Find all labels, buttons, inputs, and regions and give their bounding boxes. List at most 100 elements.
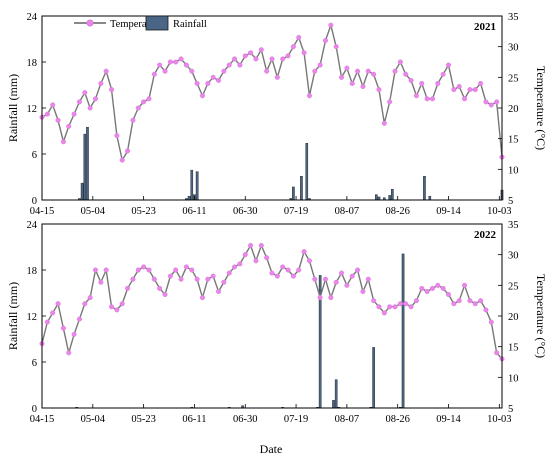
temperature-point bbox=[248, 242, 254, 248]
x-tick-label: 06-30 bbox=[233, 206, 258, 217]
temperature-point bbox=[371, 298, 377, 304]
legend-temperature-label: Temperature bbox=[110, 19, 163, 30]
temperature-point bbox=[98, 279, 104, 285]
temperature-point bbox=[194, 80, 200, 86]
panel-2022: 04-15 05-04 05-23 06-11 06-30 07-19 08-07 08-26… bbox=[6, 220, 548, 425]
temperature-point bbox=[429, 96, 435, 102]
y-tick-label-right: 5 bbox=[508, 404, 513, 415]
temperature-point bbox=[483, 99, 489, 105]
temperature-point bbox=[130, 117, 136, 123]
temperature-point bbox=[397, 59, 403, 65]
temperature-point bbox=[71, 331, 77, 337]
temperature-point bbox=[467, 298, 473, 304]
temperature-point bbox=[157, 285, 163, 291]
temperature-point bbox=[451, 87, 457, 93]
temperature-point bbox=[290, 44, 296, 50]
x-tick-label: 06-11 bbox=[182, 414, 206, 425]
y-axis-title-left: Rainfall (mm) bbox=[6, 282, 20, 350]
temperature-point bbox=[296, 267, 302, 273]
temperature-point bbox=[178, 276, 184, 282]
temperature-point bbox=[210, 74, 216, 80]
temperature-point bbox=[317, 62, 323, 68]
y-tick-label-left: 12 bbox=[27, 104, 38, 115]
temperature-line bbox=[41, 244, 503, 360]
temperature-point bbox=[301, 50, 307, 56]
y-tick-label-right: 35 bbox=[508, 12, 519, 23]
legend-temperature-marker bbox=[86, 19, 94, 27]
temperature-point bbox=[226, 270, 232, 276]
rainfall-bar bbox=[190, 169, 194, 201]
temperature-point bbox=[167, 273, 173, 279]
temperature-point bbox=[60, 139, 66, 145]
temperature-point bbox=[462, 282, 468, 288]
temperature-point bbox=[494, 99, 500, 105]
temperature-point bbox=[114, 133, 120, 139]
rainfall-bar bbox=[334, 379, 338, 409]
temperature-point bbox=[162, 68, 168, 74]
rainfall-bar bbox=[332, 400, 335, 409]
temperature-point bbox=[306, 258, 312, 264]
temperature-point bbox=[333, 44, 339, 50]
legend: Temperature Rainfall bbox=[74, 15, 207, 31]
temperature-point bbox=[237, 261, 243, 267]
legend-rainfall-label: Rainfall bbox=[173, 19, 207, 30]
rainfall-bar bbox=[83, 133, 87, 201]
temperature-point bbox=[151, 276, 157, 282]
temperature-point bbox=[322, 38, 328, 44]
temperature-point bbox=[55, 117, 61, 123]
x-tick-label: 08-07 bbox=[335, 414, 360, 425]
temperature-point bbox=[344, 65, 350, 71]
x-tick-label: 08-07 bbox=[335, 206, 360, 217]
x-tick-label: 07-19 bbox=[284, 206, 309, 217]
y-axis-title-right: Temperature (°C) bbox=[534, 66, 548, 150]
y-tick-label-right: 10 bbox=[508, 373, 519, 384]
x-tick-label: 05-23 bbox=[131, 206, 156, 217]
temperature-point bbox=[322, 276, 328, 282]
temperature-point bbox=[488, 319, 494, 325]
x-tick-label: 04-15 bbox=[30, 414, 55, 425]
rainfall-bar bbox=[375, 194, 378, 201]
temperature-point bbox=[130, 276, 136, 282]
temperature-point bbox=[248, 50, 254, 56]
temperature-point bbox=[50, 310, 56, 316]
temperature-point bbox=[253, 258, 259, 264]
temperature-point bbox=[183, 264, 189, 270]
y-tick-label-left: 18 bbox=[27, 58, 38, 69]
temperature-point bbox=[194, 276, 200, 282]
temperature-point bbox=[199, 93, 205, 99]
temperature-point bbox=[339, 74, 345, 80]
temperature-point bbox=[253, 56, 259, 62]
temperature-point bbox=[381, 310, 387, 316]
temperature-point bbox=[365, 68, 371, 74]
temperature-point bbox=[98, 80, 104, 86]
y-tick-label-left: 0 bbox=[32, 404, 37, 415]
x-tick-label: 09-14 bbox=[436, 414, 461, 425]
temperature-point bbox=[151, 71, 157, 77]
rainfall-bar bbox=[423, 176, 426, 201]
rainfall-bar bbox=[428, 195, 432, 201]
temperature-point bbox=[424, 96, 430, 102]
temperature-point bbox=[312, 276, 318, 282]
temperature-point bbox=[408, 304, 414, 310]
temperature-point bbox=[173, 267, 179, 273]
temperature-point bbox=[285, 53, 291, 59]
temperature-point bbox=[467, 87, 473, 93]
temperature-point bbox=[408, 77, 414, 83]
temperature-point bbox=[87, 295, 93, 301]
temperature-point bbox=[66, 123, 72, 129]
temperature-point bbox=[478, 298, 484, 304]
temperature-point bbox=[424, 288, 430, 294]
temperature-point bbox=[312, 68, 318, 74]
temperature-point bbox=[494, 350, 500, 356]
temperature-point bbox=[429, 285, 435, 291]
temperature-point bbox=[269, 56, 275, 62]
temperature-point bbox=[205, 276, 211, 282]
temperature-point bbox=[44, 111, 50, 117]
y-tick-label-right: 15 bbox=[508, 343, 519, 354]
temperature-point bbox=[189, 68, 195, 74]
x-tick-label: 05-23 bbox=[131, 414, 156, 425]
temperature-point bbox=[349, 80, 355, 86]
temperature-point bbox=[125, 148, 131, 154]
temperature-point bbox=[216, 77, 222, 83]
temperature-point bbox=[381, 120, 387, 126]
